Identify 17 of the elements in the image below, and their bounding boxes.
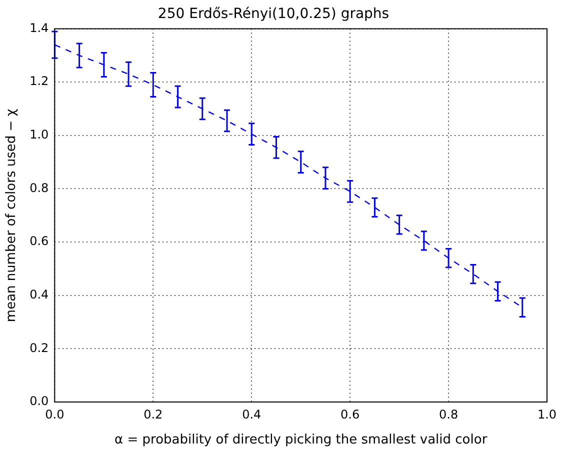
chart-title: 250 Erdős-Rényi(10,0.25) graphs	[158, 6, 390, 22]
x-axis-title: α = probability of directly picking the smallest valid color	[114, 432, 488, 448]
y-tick-label: 1.2	[30, 74, 49, 88]
y-tick-label: 1.0	[30, 128, 49, 142]
x-tick-label: 0.2	[144, 407, 163, 422]
x-tick-label: 1.0	[537, 407, 557, 422]
y-tick-label: 1.4	[30, 20, 49, 35]
y-tick-label: 0.2	[30, 340, 49, 355]
y-tick-label: 0.8	[30, 180, 49, 195]
y-tick-label: 0.0	[30, 394, 49, 408]
x-tick-label: 0.6	[340, 407, 360, 422]
x-tick-label: 0.8	[438, 407, 458, 422]
x-tick-label: 0.0	[45, 407, 64, 422]
y-axis-title: mean number of colors used − χ	[4, 108, 20, 322]
x-tick-label: 0.4	[242, 407, 262, 422]
y-tick-label: 0.6	[30, 234, 49, 248]
y-tick-label: 0.4	[30, 287, 49, 302]
